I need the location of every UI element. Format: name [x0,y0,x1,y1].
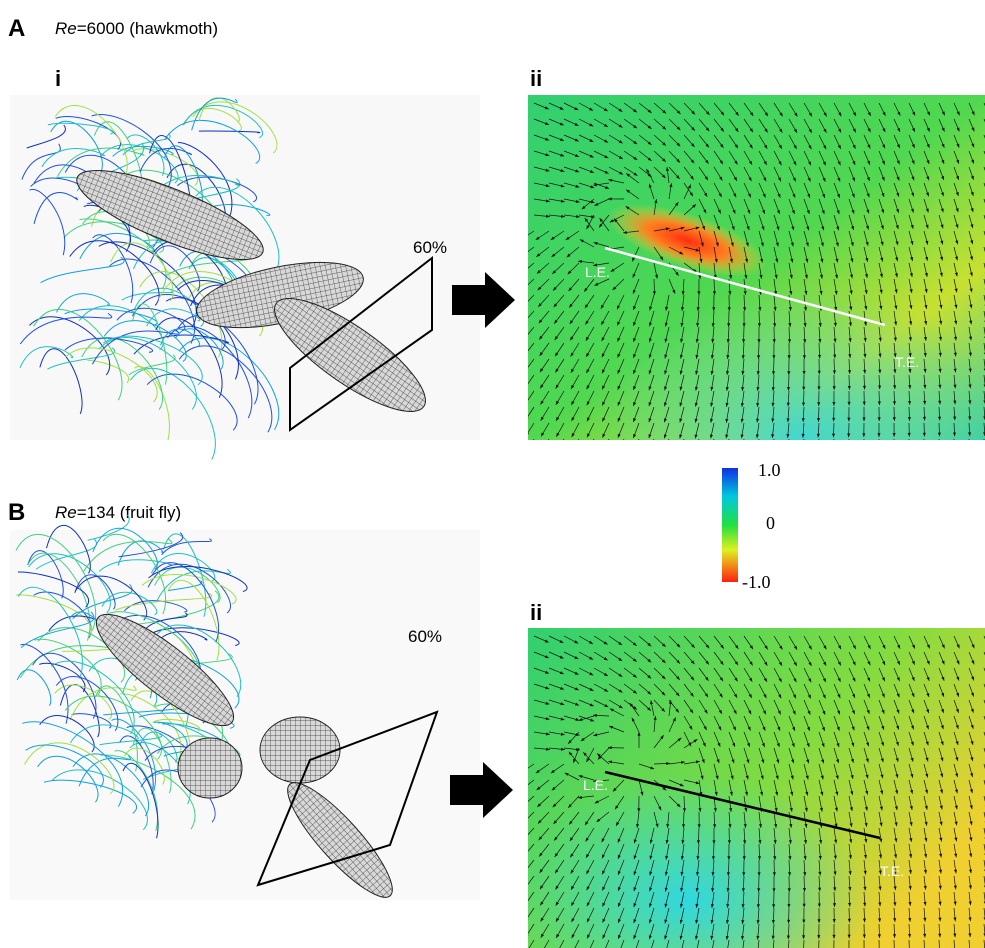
flow-vector [818,439,819,453]
flow-vector-head [649,450,652,454]
flow-vector-head [525,384,528,388]
flow-vector [572,439,579,453]
flow-vector-head [771,450,774,454]
subpanel-label: ii [530,600,542,625]
flow-vector [587,439,594,453]
flow-vector-head [521,786,525,790]
flow-vector-head [786,450,789,454]
flow-vector [603,439,609,453]
flow-vector-head [968,448,971,452]
flow-vector-head [524,869,527,873]
flow-vector-head [525,901,528,905]
flow-vector [711,439,714,454]
edge-label: T.E. [895,354,919,370]
flow-vector-head [603,449,606,453]
title-rest: =6000 (hawkmoth) [77,19,218,38]
flow-vector [848,439,849,453]
colorbar-label: -1.0 [742,572,771,592]
flow-vector-head [523,836,527,840]
flow-vector-head [541,448,544,452]
flow-vector-head [572,449,575,453]
subpanel-label: ii [530,66,542,91]
flow-vector [726,439,729,454]
flow-vector-head [522,270,526,274]
colorbar [722,468,738,582]
flow-vector [833,439,834,453]
flow-vector-head [923,449,926,453]
flow-vector [557,439,564,453]
flow-vector-head [740,450,743,454]
flow-vector-head [862,449,865,453]
body [178,738,242,798]
title-italic: Re [55,503,77,522]
flow-vector-head [524,852,528,856]
flow-vector [757,439,759,454]
flow-vector [649,439,654,454]
flow-vector-head [679,450,682,454]
flow-vector-head [756,450,759,454]
flow-vector-head [938,449,941,453]
flow-vector-head [525,368,528,372]
flow-vector [618,439,624,454]
panel-title: Re=134 (fruit fly) [55,503,181,522]
flow-vector-head [587,449,590,453]
flow-vector [633,439,639,454]
flow-vector-head [525,885,528,889]
flow-vector-head [801,450,804,454]
flow-vector [969,439,970,452]
flow-vector-head [633,450,636,454]
flow-vector-head [847,449,850,453]
flow-vector [695,439,699,454]
flow-vector [741,439,744,454]
flow-vector-head [710,450,713,454]
flow-vector-head [892,449,895,453]
title-italic: Re [55,19,77,38]
flow-vector-head [908,449,911,453]
panel-label: B [8,499,25,526]
flow-vector [787,439,789,454]
flow-vector [680,439,684,454]
flow-vector-head [877,449,880,453]
edge-label: L.E. [583,777,608,793]
figure: A Re=6000 (hawkmoth) i ii 60% L.E. T.E. … [0,0,985,948]
colorbar-label: 0 [766,513,775,533]
flow-vector [526,439,534,452]
flow-vector-head [522,286,526,290]
plane-label: 60% [408,627,442,646]
edge-label: L.E. [585,264,610,280]
flow-vector-head [521,253,525,256]
flow-vector-head [522,803,526,807]
flow-vector-head [524,352,527,356]
flow-vector-head [523,319,527,323]
flow-vector-head [817,450,820,454]
edge-label: T.E. [880,863,904,879]
flow-vector-head [523,820,527,824]
flow-vector [664,439,669,454]
panel-title: Re=6000 (hawkmoth) [55,19,218,38]
flow-vector-head [953,448,956,452]
flow-vector [772,439,774,454]
flow-vector-head [618,450,621,454]
body [260,717,340,783]
flow-vector-head [695,450,698,454]
flow-vector-head [524,336,528,340]
flow-vector-head [523,303,527,307]
panel-label: A [8,15,25,42]
plane-label: 60% [413,238,447,257]
render-background [10,530,480,900]
subpanel-label: i [55,66,61,91]
flow-vector-head [832,449,835,453]
flow-vector [541,439,549,452]
flow-vector-head [525,917,528,921]
flow-vector-head [526,448,529,452]
colorbar-label: 1.0 [758,460,781,480]
flow-vector-head [525,400,528,404]
flow-vector-head [557,449,560,453]
flow-vector-head [725,450,728,454]
flow-vector-head [521,770,525,773]
flow-vector-head [521,237,525,240]
flow-vector-head [664,450,667,454]
flow-vector [803,439,804,453]
